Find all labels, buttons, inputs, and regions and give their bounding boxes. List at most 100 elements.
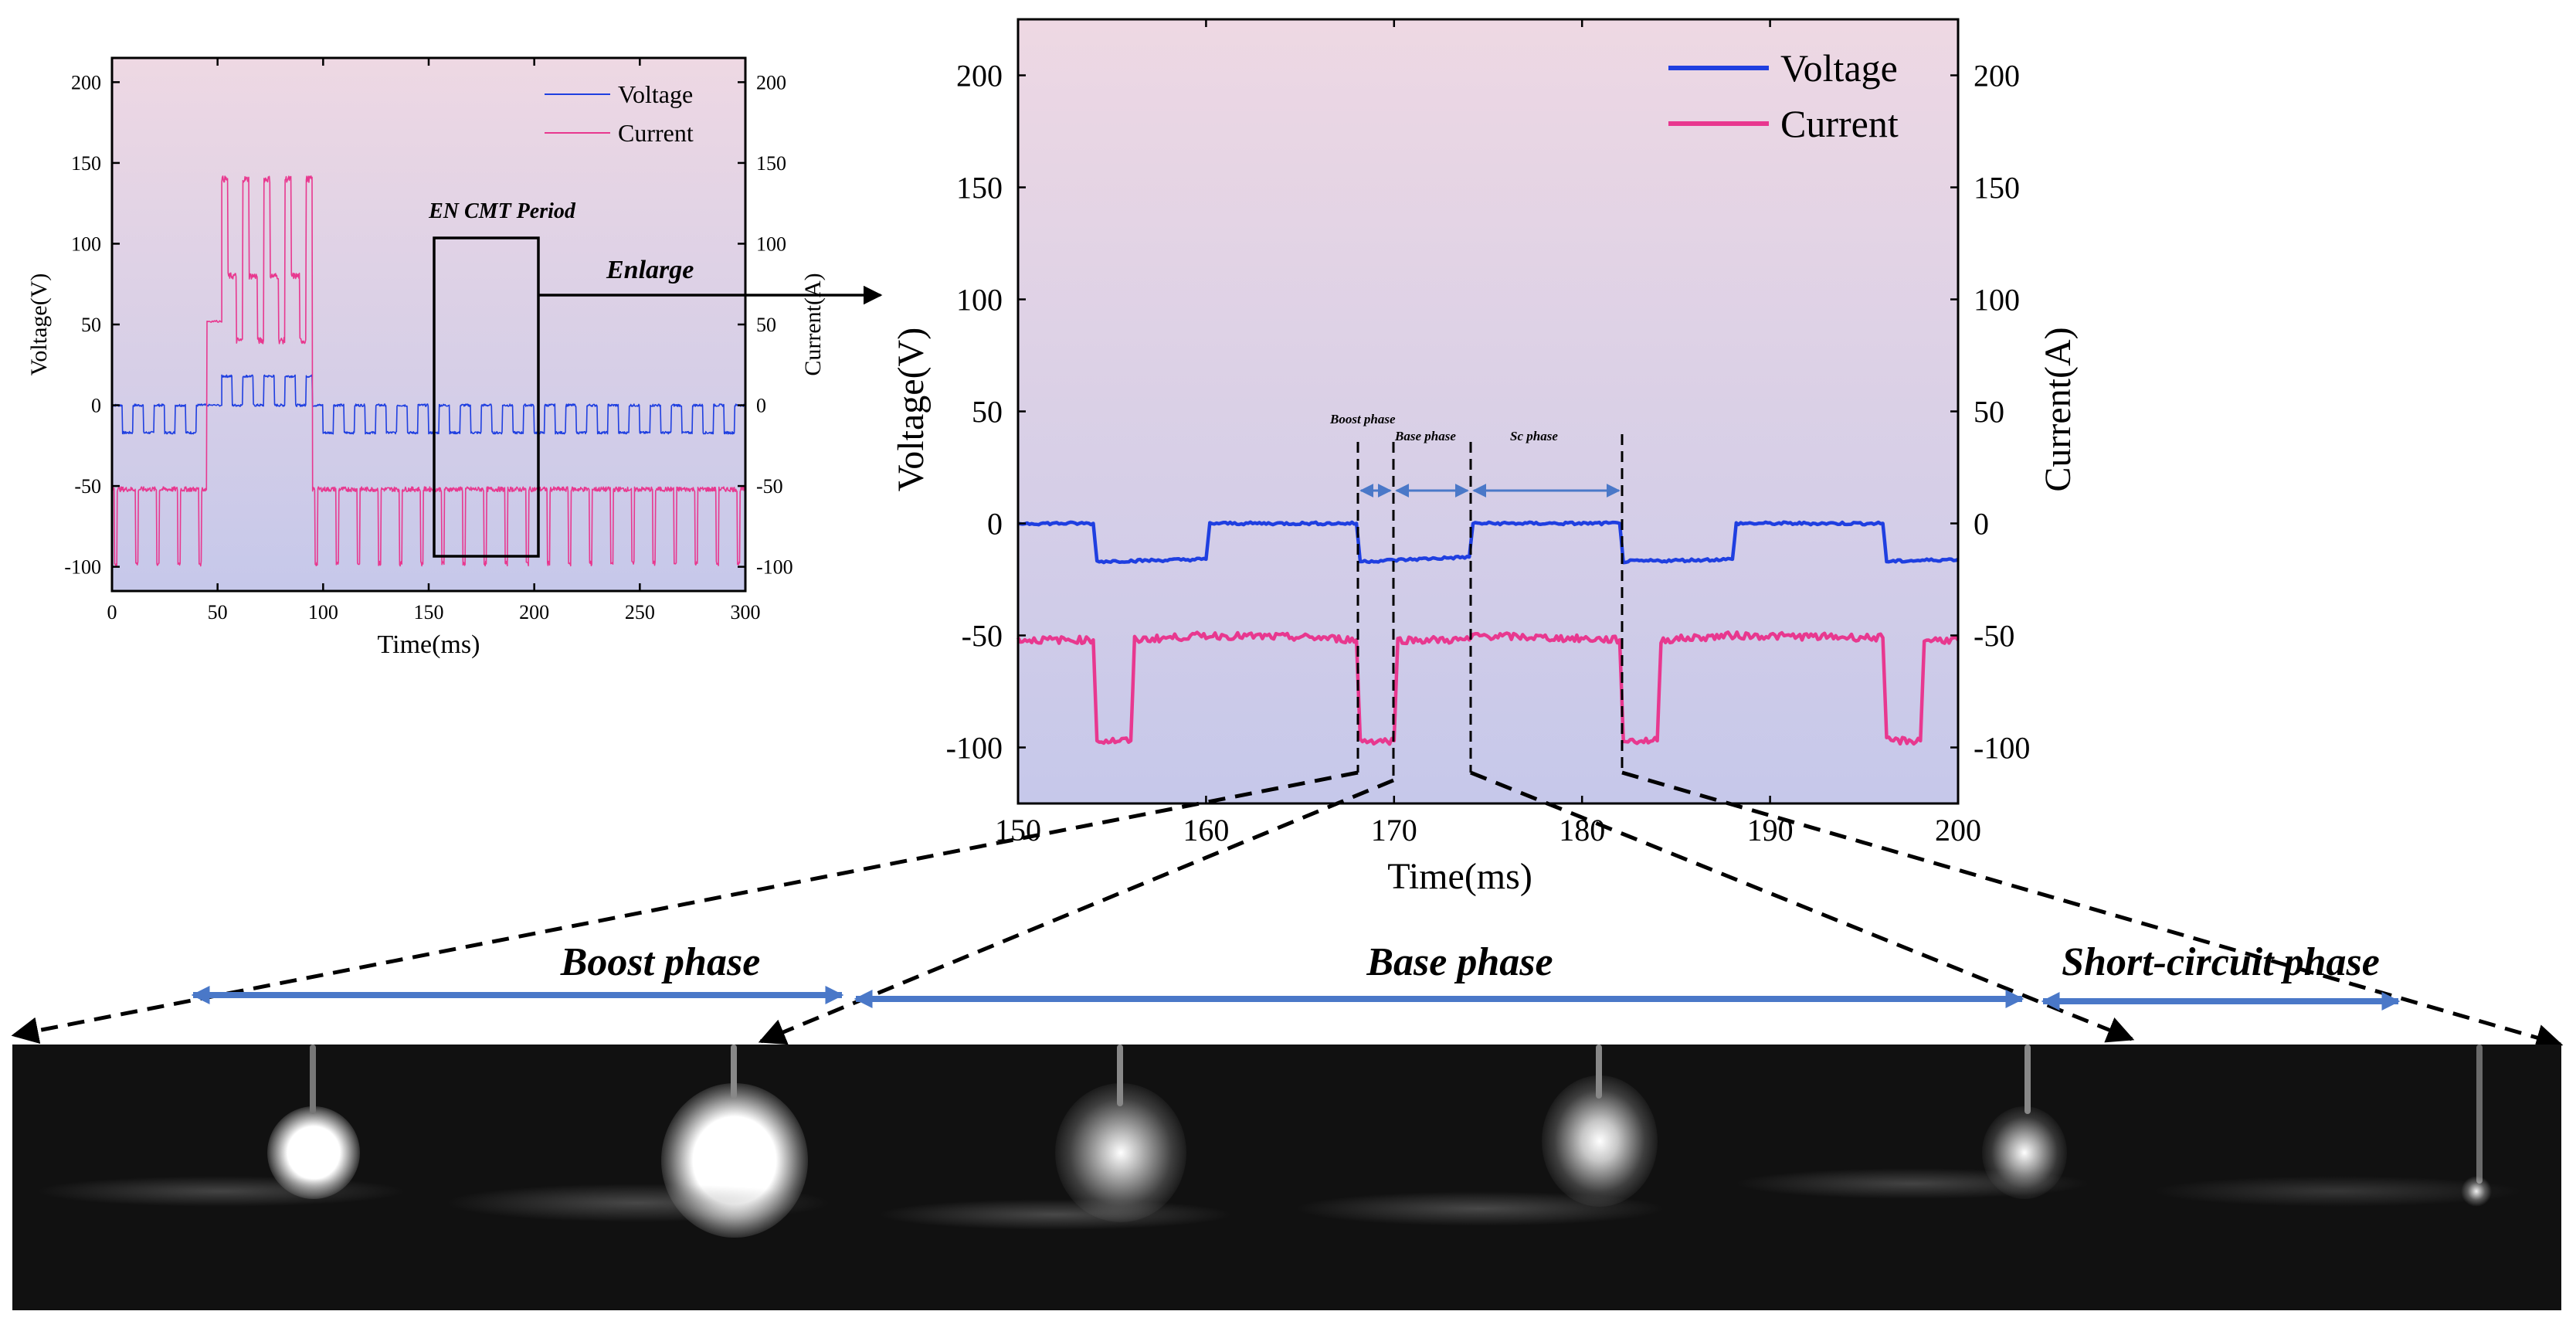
enlarged-legend-voltage: Voltage bbox=[1780, 46, 1898, 90]
y-tick-label: -50 bbox=[962, 619, 1003, 654]
overview-current-line bbox=[111, 175, 745, 567]
enlarged-voltage-line bbox=[1017, 520, 1959, 565]
y2-tick-label: 200 bbox=[1974, 59, 2020, 93]
y-tick-label: -50 bbox=[74, 475, 101, 498]
short-circuit-phase-label: Short-circuit phase bbox=[2062, 940, 2380, 984]
spatter-spots bbox=[2461, 1176, 2492, 1207]
y-tick-label: 150 bbox=[956, 171, 1003, 206]
y2-tick-label: 0 bbox=[756, 395, 766, 417]
base-phase-small-label: Base phase bbox=[1394, 429, 1456, 443]
enlarged-xlabel: Time(ms) bbox=[1387, 856, 1532, 897]
y2-tick-label: 200 bbox=[756, 71, 786, 93]
wire-streak bbox=[1117, 1045, 1123, 1106]
arc-plasma bbox=[661, 1083, 808, 1238]
y2-tick-label: -100 bbox=[1974, 731, 2030, 766]
y-tick-label: -100 bbox=[946, 731, 1003, 766]
sc-phase-small-label: Sc phase bbox=[1510, 429, 1558, 443]
y-tick-label: 100 bbox=[71, 233, 101, 256]
y2-tick-label: -100 bbox=[756, 556, 793, 579]
boost-phase-label: Boost phase bbox=[560, 940, 761, 984]
wire-streak bbox=[1596, 1045, 1602, 1099]
y2-tick-label: 50 bbox=[1974, 395, 2004, 430]
overview-series-group bbox=[111, 175, 745, 567]
y-tick-label: 0 bbox=[987, 507, 1003, 542]
base-phase-label: Base phase bbox=[1366, 940, 1553, 984]
overview-ylabel: Voltage(V) bbox=[26, 273, 52, 376]
y-tick-label: 100 bbox=[956, 283, 1003, 318]
wire-streak bbox=[731, 1045, 737, 1099]
y-tick-label: 0 bbox=[91, 395, 101, 417]
enlarged-y2label: Current(A) bbox=[2038, 327, 2079, 491]
y2-tick-label: -50 bbox=[1974, 619, 2014, 654]
enlarged-plot-background bbox=[1018, 19, 1958, 803]
x-tick-label: 150 bbox=[414, 601, 444, 623]
camera-frame-3 bbox=[862, 1045, 1287, 1310]
wire-streak bbox=[310, 1045, 316, 1114]
y-tick-label: 150 bbox=[71, 152, 101, 175]
y2-tick-label: 50 bbox=[756, 314, 776, 336]
y-tick-label: 200 bbox=[71, 71, 101, 93]
camera-frame-6 bbox=[2136, 1045, 2561, 1310]
overview-legend-current: Current bbox=[618, 119, 694, 147]
enlarged-ticks: 150 160 170 180 190 200-100 -100-50 -500 050 5010… bbox=[946, 19, 2030, 848]
y-tick-label: -100 bbox=[64, 556, 101, 579]
enlarge-label: Enlarge bbox=[606, 256, 694, 284]
camera-frame-1 bbox=[12, 1045, 437, 1310]
enlarged-ylabel: Voltage(V) bbox=[891, 328, 932, 491]
enlarged-current-line bbox=[1016, 630, 1960, 746]
y2-tick-label: 0 bbox=[1974, 507, 1989, 542]
phase-bar: Boost phase Base phase Short-circuit pha… bbox=[191, 940, 2401, 1011]
enlarged-legend-current: Current bbox=[1780, 102, 1899, 145]
y2-tick-label: -50 bbox=[756, 475, 783, 498]
x-tick-label: 200 bbox=[1935, 813, 1981, 848]
y2-tick-label: 150 bbox=[756, 152, 786, 175]
en-cmt-period-box bbox=[433, 236, 540, 558]
overview-chart: 0 50 100 150 200 250 300 -100 -100 -50 -50 0 0 50 50 10… bbox=[26, 56, 883, 659]
droplet-glow bbox=[267, 1106, 360, 1199]
x-tick-label: 300 bbox=[731, 601, 761, 623]
y-tick-label: 50 bbox=[972, 395, 1003, 430]
camera-frame-strip bbox=[12, 1045, 2561, 1310]
x-tick-label: 200 bbox=[519, 601, 549, 623]
workpiece-streak bbox=[36, 1176, 406, 1207]
overview-voltage-line bbox=[111, 374, 745, 435]
overview-legend: Voltage Current bbox=[545, 80, 694, 147]
droplet-glow bbox=[1982, 1106, 2067, 1199]
x-tick-label: 50 bbox=[208, 601, 228, 623]
y2-tick-label: 100 bbox=[1974, 283, 2020, 318]
overview-ticks: 0 50 100 150 200 250 300 -100 -100 -50 -50 0 0 50 50 10… bbox=[64, 58, 793, 623]
en-cmt-period-label: EN CMT Period bbox=[428, 199, 576, 223]
y2-tick-label: 150 bbox=[1974, 171, 2020, 206]
workpiece-streak bbox=[877, 1199, 1233, 1230]
connector-2 bbox=[758, 778, 1394, 1045]
y2-tick-label: 100 bbox=[756, 233, 786, 256]
connector-4 bbox=[1621, 770, 2564, 1051]
enlarged-chart: 150 160 170 180 190 200-100 -100-50 -500 050 5010… bbox=[891, 18, 2079, 897]
enlarged-legend: Voltage Current bbox=[1668, 46, 1899, 145]
overview-xlabel: Time(ms) bbox=[378, 630, 480, 659]
overview-legend-voltage: Voltage bbox=[618, 80, 693, 108]
enlarged-series-group bbox=[1016, 520, 1960, 746]
x-tick-label: 0 bbox=[107, 601, 117, 623]
connector-3 bbox=[1470, 770, 2135, 1043]
x-tick-label: 100 bbox=[308, 601, 338, 623]
camera-frame-2 bbox=[437, 1045, 862, 1310]
camera-frame-4 bbox=[1287, 1045, 1712, 1310]
y-tick-label: 50 bbox=[81, 314, 101, 336]
overview-y2label: Current(A) bbox=[800, 273, 826, 375]
x-tick-label: 190 bbox=[1747, 813, 1794, 848]
arc-glow bbox=[1055, 1083, 1186, 1222]
camera-frame-5 bbox=[1712, 1045, 2136, 1310]
x-tick-label: 160 bbox=[1183, 813, 1229, 848]
x-tick-label: 170 bbox=[1371, 813, 1417, 848]
workpiece-streak bbox=[2152, 1176, 2523, 1207]
workpiece-streak bbox=[1295, 1191, 1665, 1226]
y-tick-label: 200 bbox=[956, 59, 1003, 93]
workpiece-streak bbox=[445, 1184, 831, 1222]
x-tick-label: 250 bbox=[625, 601, 655, 623]
overview-plot-background bbox=[112, 58, 745, 591]
workpiece-streak bbox=[1735, 1168, 2090, 1199]
wire-streak bbox=[2476, 1045, 2483, 1184]
boost-phase-small-label: Boost phase bbox=[1329, 412, 1396, 426]
